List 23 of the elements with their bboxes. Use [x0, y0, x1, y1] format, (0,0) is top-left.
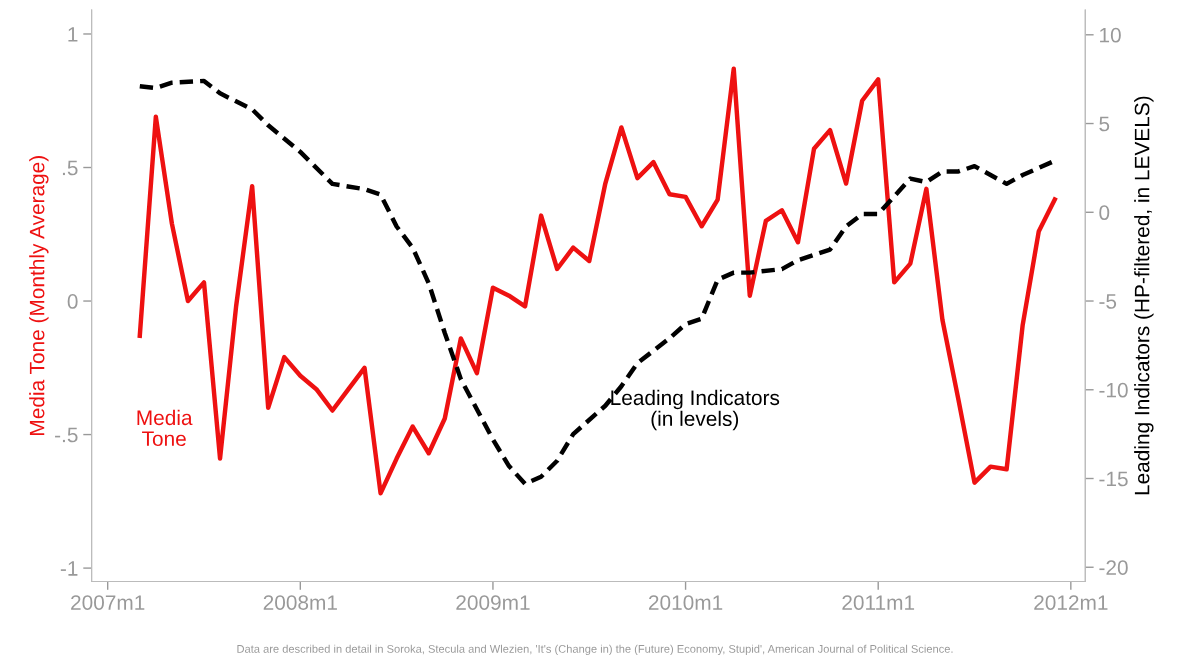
y2-tick-label: -10	[1099, 382, 1128, 398]
y-tick-label: 1	[68, 27, 78, 42]
x-tick-label: 2011m1	[842, 595, 915, 610]
x-tick-label: 2007m1	[71, 595, 145, 610]
y2-tick-label: -20	[1099, 560, 1128, 576]
y2-tick-label: 0	[1099, 205, 1110, 221]
y2-tick-label: 10	[1100, 27, 1121, 43]
y2-tick-label: 5	[1099, 116, 1110, 132]
y-tick-label: 0	[67, 294, 78, 309]
series-label: Leading Indicators (in levels)	[611, 389, 780, 431]
y2-tick-label: -15	[1099, 471, 1128, 487]
x-tick-label: 2012m1	[1034, 595, 1108, 610]
x-tick-label: 2008m1	[263, 595, 337, 610]
x-tick-label: 2009m1	[456, 595, 530, 610]
y-tick-label: .5	[62, 160, 78, 176]
text: Data are described in detail in Soroka, Stecula and Wlezien, 'It's (Change in) the (Future) Economy, Stupid', American Journal of Political Science.	[237, 644, 953, 656]
series-label: Media Tone	[137, 409, 193, 447]
y-tick-label: -.5	[55, 427, 78, 443]
x-tick-label: 2010m1	[648, 595, 723, 610]
y2-tick-label: -5	[1099, 294, 1117, 309]
y-axis-title: Media Tone (Monthly Average)	[29, 156, 49, 435]
y-tick-label: -1	[60, 561, 78, 576]
y2-axis-title: Leading Indicators (HP-filtered, in LEVELS)	[1134, 96, 1154, 495]
